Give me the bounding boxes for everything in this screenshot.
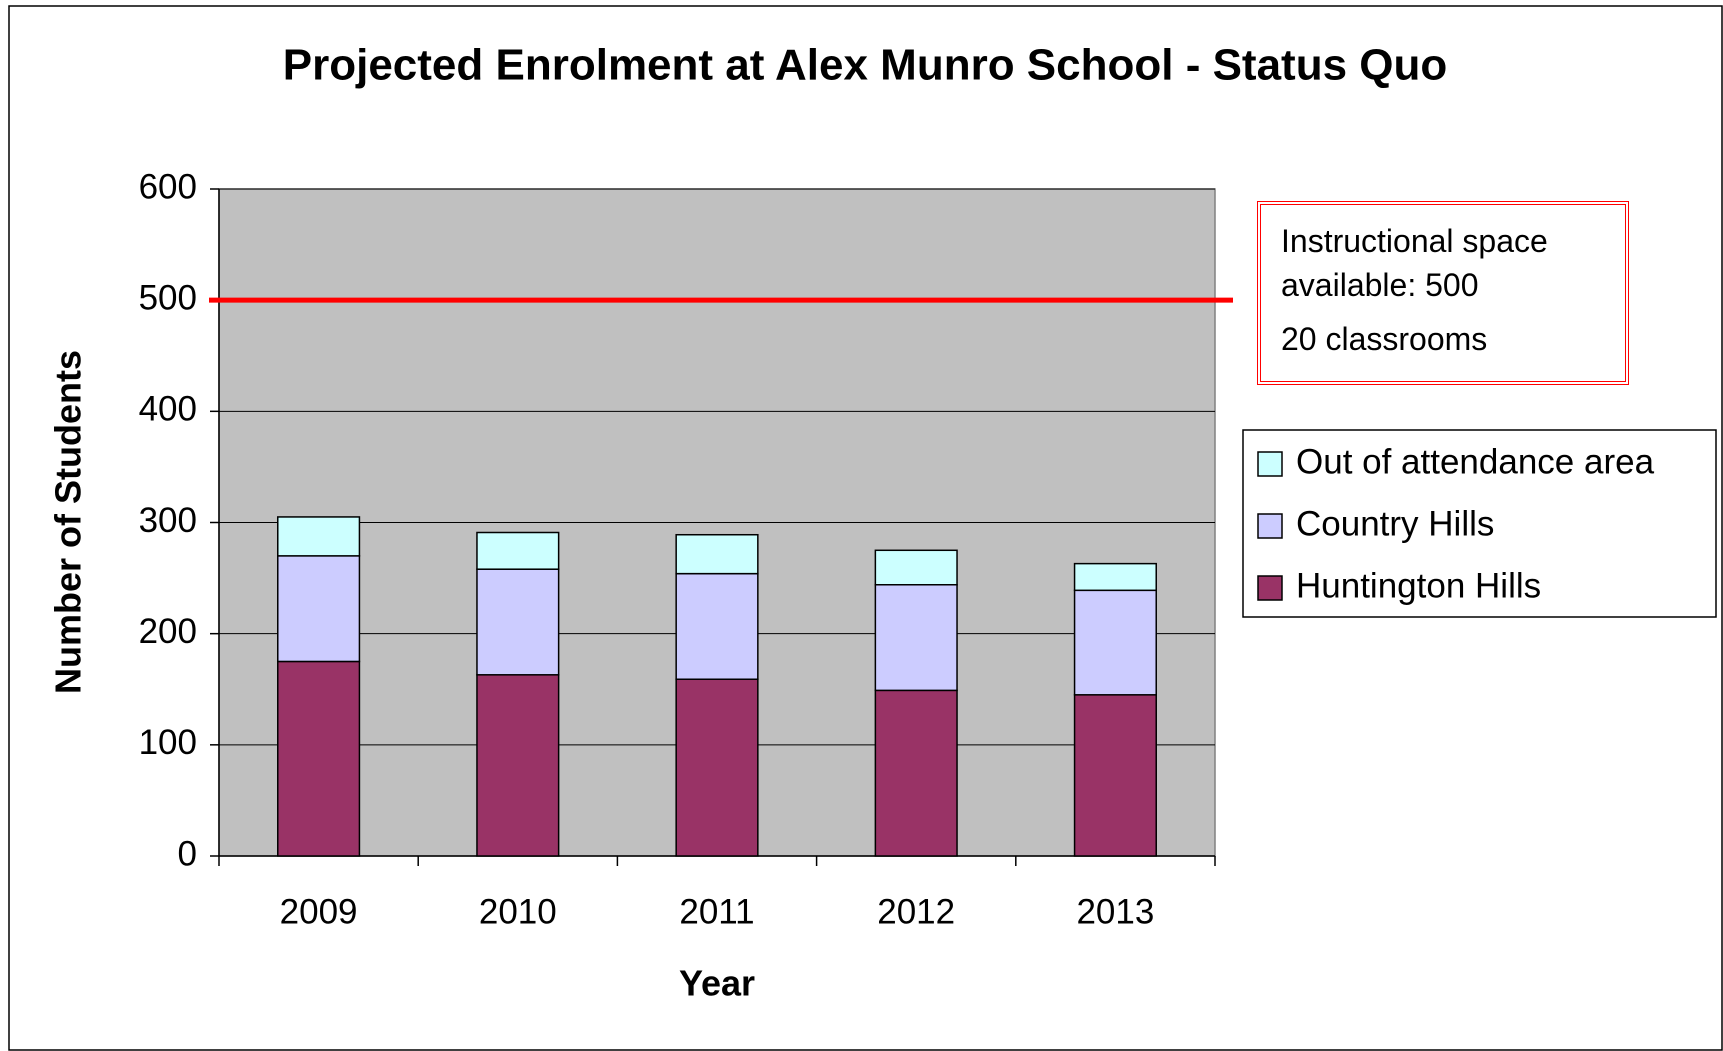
chart-title: Projected Enrolment at Alex Munro School…: [283, 41, 1448, 90]
legend-swatch: [1257, 575, 1283, 601]
bar-segment: [675, 572, 759, 680]
y-tick-label: 200: [139, 612, 197, 651]
bar-segment: [675, 533, 759, 575]
bar-segment: [874, 549, 958, 586]
y-tick-label: 400: [139, 390, 197, 429]
bar-segment: [874, 584, 958, 692]
bar-segment: [874, 689, 958, 857]
legend-box: [1242, 429, 1717, 618]
y-tick-label: 0: [178, 834, 197, 873]
bar-segment: [476, 568, 560, 676]
y-tick-label: 100: [139, 723, 197, 762]
annotation-box: Instructional space available: 500 20 cl…: [1257, 201, 1629, 385]
x-axis-title: Year: [679, 963, 755, 1004]
bar-segment: [1073, 589, 1157, 696]
y-tick-label: 300: [139, 501, 197, 540]
bar-segment: [675, 678, 759, 857]
annotation-text: 20 classrooms: [1281, 321, 1488, 357]
legend-swatch: [1257, 451, 1283, 477]
x-tick-label: 2012: [877, 892, 955, 931]
bar-segment: [476, 531, 560, 570]
x-tick-label: 2010: [479, 892, 557, 931]
bar-segment: [1073, 694, 1157, 857]
legend-label: Country Hills: [1296, 504, 1494, 543]
y-axis-title: Number of Students: [48, 350, 89, 694]
bar-segment: [277, 516, 361, 557]
x-tick-label: 2009: [280, 892, 358, 931]
annotation-text: Instructional space available: 500: [1281, 223, 1548, 303]
bar-segment: [277, 555, 361, 663]
bar-segment: [476, 674, 560, 857]
bar-segment: [1073, 562, 1157, 592]
legend-swatch: [1257, 513, 1283, 539]
legend-label: Huntington Hills: [1296, 566, 1541, 605]
bar-segment: [277, 660, 361, 857]
y-tick-label: 600: [139, 167, 197, 206]
x-tick-label: 2013: [1076, 892, 1154, 931]
x-tick-label: 2011: [679, 892, 754, 931]
legend-label: Out of attendance area: [1296, 442, 1655, 481]
y-tick-label: 500: [139, 278, 197, 317]
